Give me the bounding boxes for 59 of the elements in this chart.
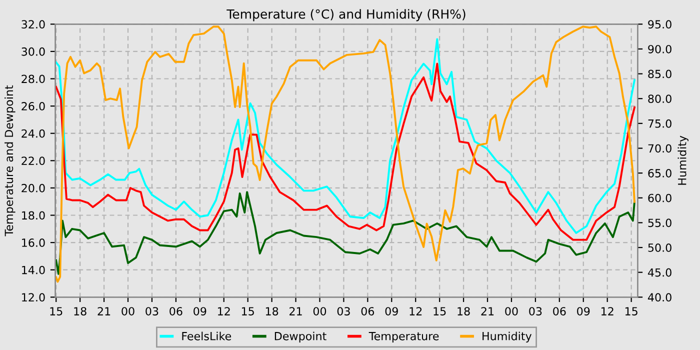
line-series bbox=[55, 26, 636, 283]
line-series bbox=[55, 191, 636, 275]
x-tick-label: 15 bbox=[50, 307, 62, 316]
x-tick-label: 06 bbox=[170, 307, 182, 316]
x-tick-label: 18 bbox=[74, 307, 86, 316]
legend-label: FeelsLike bbox=[182, 332, 232, 340]
x-tick-label: 12 bbox=[601, 307, 614, 316]
x-tick-label: 09 bbox=[577, 307, 590, 316]
y2-tick-label: 75.0 bbox=[648, 119, 672, 128]
x-tick-label: 18 bbox=[266, 307, 278, 316]
x-tick-label: 09 bbox=[385, 307, 398, 316]
x-tick-label: 06 bbox=[361, 307, 374, 316]
x-tick-label: 00 bbox=[122, 307, 134, 316]
x-tick-label: 12 bbox=[218, 307, 230, 316]
x-tick-label: 21 bbox=[98, 307, 110, 316]
y-tick-label: 22.0 bbox=[22, 156, 45, 166]
y-tick-label: 16.0 bbox=[22, 238, 45, 247]
y-tick-label: 12.0 bbox=[22, 293, 45, 302]
y-tick-label: 28.0 bbox=[22, 74, 45, 84]
x-tick-label: 00 bbox=[505, 307, 518, 316]
y2-tick-label: 60.0 bbox=[648, 194, 672, 202]
chart-title: Temperature (°C) and Humidity (RH%) bbox=[226, 9, 466, 22]
x-tick-label: 03 bbox=[337, 307, 350, 316]
x-tick-label: 21 bbox=[481, 307, 494, 316]
y-tick-label: 18.0 bbox=[22, 211, 45, 220]
y2-tick-label: 65.0 bbox=[648, 169, 672, 178]
y-tick-label: 20.0 bbox=[22, 184, 45, 192]
x-tick-label: 18 bbox=[458, 307, 470, 316]
y-tick-label: 14.0 bbox=[22, 266, 45, 274]
y2-tick-label: 45.0 bbox=[648, 268, 672, 277]
y2-tick-label: 50.0 bbox=[648, 243, 672, 252]
x-tick-label: 12 bbox=[410, 307, 422, 316]
y2-tick-label: 80.0 bbox=[648, 94, 672, 103]
x-tick-label: 21 bbox=[290, 307, 302, 316]
legend-label: Humidity bbox=[482, 332, 532, 342]
y2-tick-label: 90.0 bbox=[648, 44, 672, 54]
y-tick-label: 24.0 bbox=[22, 129, 45, 138]
x-tick-label: 15 bbox=[625, 307, 638, 316]
line-series bbox=[55, 62, 636, 241]
y-tick-label: 26.0 bbox=[22, 102, 45, 110]
x-tick-label: 15 bbox=[434, 307, 446, 316]
x-tick-label: 06 bbox=[553, 307, 566, 316]
y2-tick-label: 40.0 bbox=[648, 293, 672, 302]
x-tick-label: 03 bbox=[146, 307, 158, 316]
x-tick-label: 03 bbox=[529, 307, 542, 316]
x-tick-label: 00 bbox=[313, 307, 326, 316]
line-series bbox=[55, 38, 636, 234]
y-tick-label: 32.0 bbox=[22, 20, 45, 29]
y2-axis-title: Humidity bbox=[678, 136, 688, 185]
legend-label: Temperature bbox=[368, 332, 439, 342]
y2-tick-label: 85.0 bbox=[648, 70, 672, 78]
legend-label: Dewpoint bbox=[274, 332, 326, 342]
y-axis-title: Temperature and Dewpoint bbox=[4, 85, 16, 236]
y2-tick-label: 70.0 bbox=[648, 144, 672, 153]
y2-tick-label: 95.0 bbox=[648, 20, 672, 29]
y2-tick-label: 55.0 bbox=[648, 218, 672, 228]
x-tick-label: 09 bbox=[194, 307, 206, 316]
y-tick-label: 30.0 bbox=[22, 47, 45, 56]
x-tick-label: 15 bbox=[242, 307, 254, 316]
